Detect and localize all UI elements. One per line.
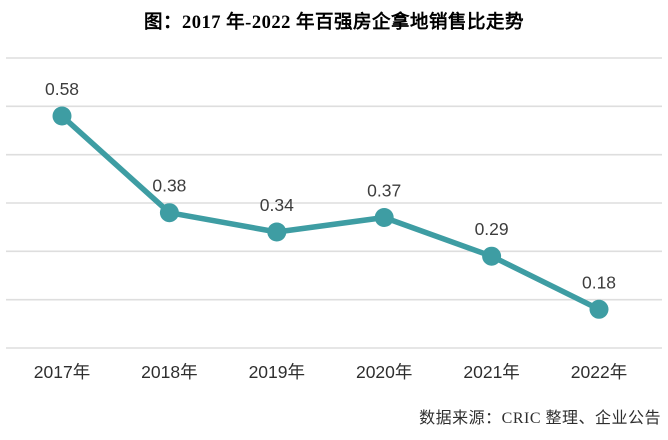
data-point-label: 0.29 [475,219,509,239]
data-point-marker [482,246,502,266]
data-point-label: 0.37 [367,181,401,201]
data-point-marker [267,222,287,242]
data-point-marker [589,299,609,319]
series-line [59,113,602,313]
data-source-note: 数据来源：CRIC 整理、企业公告 [419,410,661,427]
chart-title: 图：2017 年-2022 年百强房企拿地销售比走势 [144,13,524,33]
x-axis-label: 2020年 [356,362,412,382]
data-point-label: 0.38 [152,176,186,196]
line-chart: 0.58 0.38 0.34 0.37 0.29 0.18 2017年 2018年 2019年 2… [6,57,662,382]
x-axis-label: 2018年 [141,362,197,382]
x-axis-label: 2019年 [249,362,305,382]
data-point-marker [374,208,394,227]
data-point-marker [159,203,179,223]
x-axis-label: 2017年 [34,362,90,382]
x-axis-label: 2022年 [571,362,627,382]
data-point-label: 0.58 [45,79,79,99]
data-point-marker [52,106,72,126]
data-point-label: 0.34 [260,195,294,215]
data-point-label: 0.18 [582,272,616,292]
x-axis-label: 2021年 [463,362,519,382]
